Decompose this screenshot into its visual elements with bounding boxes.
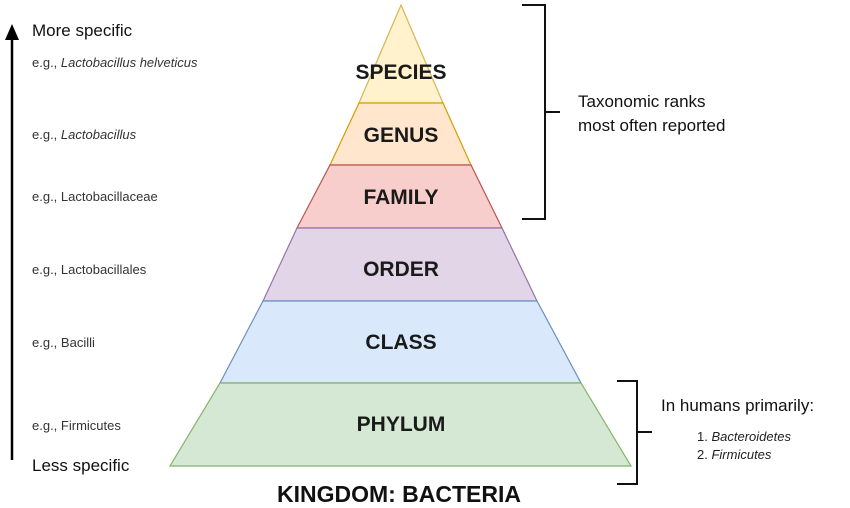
human-phyla-note-title: In humans primarily: — [661, 396, 814, 415]
rank-genus: GENUS — [364, 124, 439, 147]
rank-phylum: PHYLUM — [357, 413, 446, 436]
human-phyla-item-2: 2. Firmicutes — [697, 447, 772, 462]
rank-family: FAMILY — [363, 186, 438, 209]
example-species: e.g., Lactobacillus helveticus — [32, 55, 198, 70]
kingdom-label: KINGDOM: BACTERIA — [277, 481, 521, 507]
reported-ranks-note-line1: Taxonomic ranks — [578, 92, 706, 111]
rank-species: SPECIES — [355, 61, 446, 84]
pyramid — [168, 3, 633, 467]
example-order: e.g., Lactobacillales — [32, 262, 147, 277]
human-phyla-bracket — [617, 380, 652, 485]
tier-species — [358, 3, 444, 104]
rank-order: ORDER — [363, 258, 439, 281]
arrow-head-icon — [5, 24, 19, 40]
example-class: e.g., Bacilli — [32, 335, 95, 350]
less-specific-label: Less specific — [32, 456, 130, 475]
tier-phylum — [168, 382, 633, 467]
specificity-arrow — [5, 24, 19, 460]
example-genus: e.g., Lactobacillus — [32, 127, 137, 142]
reported-ranks-bracket — [522, 4, 560, 220]
reported-ranks-note-line2: most often reported — [578, 116, 725, 135]
more-specific-label: More specific — [32, 21, 133, 40]
rank-class: CLASS — [365, 331, 436, 354]
example-phylum: e.g., Firmicutes — [32, 418, 121, 433]
example-family: e.g., Lactobacillaceae — [32, 189, 158, 204]
human-phyla-item-1: 1. Bacteroidetes — [697, 429, 791, 444]
